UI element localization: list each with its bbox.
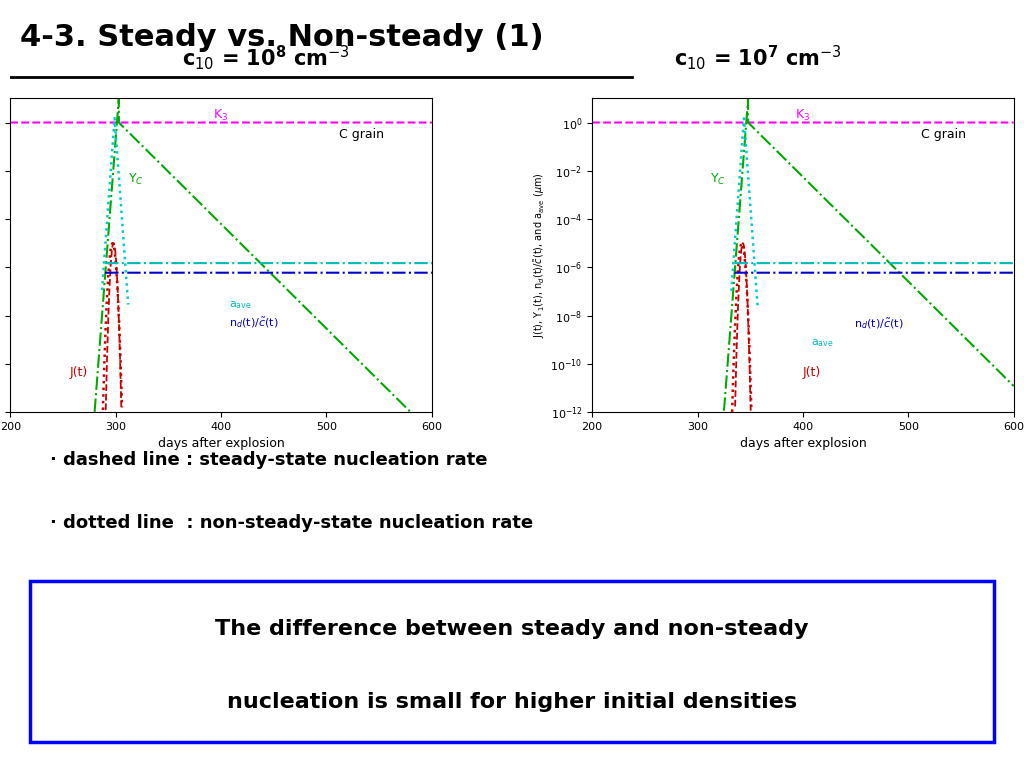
- Text: · dashed line : steady-state nucleation rate: · dashed line : steady-state nucleation …: [50, 452, 487, 469]
- Text: The difference between steady and non-steady: The difference between steady and non-st…: [215, 618, 809, 638]
- Text: K$_3$: K$_3$: [213, 108, 227, 123]
- Text: C grain: C grain: [921, 127, 966, 141]
- Text: Y$_C$: Y$_C$: [711, 172, 726, 187]
- Text: a$_{\rm ave}$: a$_{\rm ave}$: [811, 336, 834, 349]
- Text: a$_{\rm ave}$: a$_{\rm ave}$: [229, 299, 252, 311]
- Text: J(t): J(t): [803, 366, 821, 379]
- Text: J(t): J(t): [70, 366, 87, 379]
- FancyBboxPatch shape: [31, 581, 993, 742]
- Text: C grain: C grain: [339, 127, 384, 141]
- Text: nucleation is small for higher initial densities: nucleation is small for higher initial d…: [227, 691, 797, 712]
- Text: c$_{10}$ = $\mathbf{10^7}$ cm$^{-3}$: c$_{10}$ = $\mathbf{10^7}$ cm$^{-3}$: [674, 43, 842, 71]
- Y-axis label: J(t), Y$_1$(t), n$_d$(t)/$\tilde{c}$(t), and a$_{\rm ave}$ ($\mu$m): J(t), Y$_1$(t), n$_d$(t)/$\tilde{c}$(t),…: [532, 173, 548, 338]
- Text: c$_{10}$ = $\mathbf{10^8}$ cm$^{-3}$: c$_{10}$ = $\mathbf{10^8}$ cm$^{-3}$: [182, 43, 350, 71]
- Text: n$_d$(t)/$\tilde{c}$(t): n$_d$(t)/$\tilde{c}$(t): [229, 315, 279, 329]
- Text: Y$_C$: Y$_C$: [128, 172, 144, 187]
- X-axis label: days after explosion: days after explosion: [739, 438, 866, 451]
- X-axis label: days after explosion: days after explosion: [158, 438, 285, 451]
- Text: K$_3$: K$_3$: [795, 108, 810, 123]
- Text: n$_d$(t)/$\tilde{c}$(t): n$_d$(t)/$\tilde{c}$(t): [854, 316, 903, 331]
- Text: 4-3. Steady vs. Non-steady (1): 4-3. Steady vs. Non-steady (1): [20, 23, 544, 52]
- Text: · dotted line  : non-steady-state nucleation rate: · dotted line : non-steady-state nucleat…: [50, 514, 534, 531]
